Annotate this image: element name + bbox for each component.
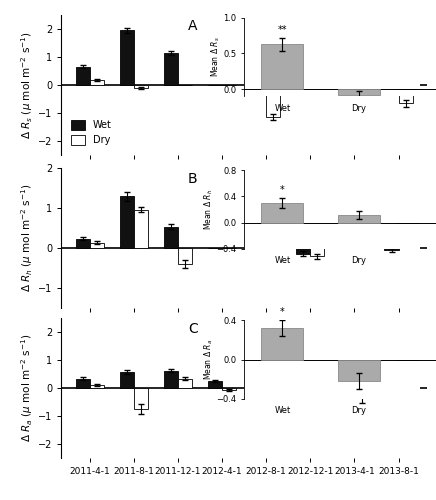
- Bar: [252, 68, 266, 85]
- Bar: [208, 382, 222, 388]
- Bar: [252, 230, 266, 248]
- Y-axis label: $\Delta$ $\it{R_s}$ ($\mu$ mol m$^{-2}$ s$^{-1}$): $\Delta$ $\it{R_s}$ ($\mu$ mol m$^{-2}$ …: [19, 31, 35, 139]
- Bar: [310, 388, 324, 392]
- Bar: [120, 30, 134, 85]
- Bar: [399, 208, 413, 248]
- Bar: [310, 77, 324, 85]
- Bar: [341, 234, 354, 248]
- Bar: [75, 378, 90, 388]
- Bar: [75, 67, 90, 85]
- Bar: [296, 248, 310, 254]
- Bar: [354, 236, 368, 248]
- Bar: [164, 226, 178, 248]
- Bar: [178, 378, 192, 388]
- Bar: [266, 242, 280, 248]
- Bar: [399, 85, 413, 103]
- Bar: [134, 85, 148, 88]
- Bar: [310, 248, 324, 256]
- Bar: [296, 65, 310, 85]
- Bar: [354, 80, 368, 85]
- Bar: [90, 386, 104, 388]
- Bar: [341, 386, 354, 388]
- Bar: [266, 85, 280, 117]
- Bar: [266, 388, 280, 394]
- Bar: [120, 372, 134, 388]
- Bar: [164, 53, 178, 85]
- Bar: [399, 388, 413, 390]
- Bar: [120, 196, 134, 248]
- Y-axis label: $\Delta$ $\it{R_h}$ ($\mu$ mol m$^{-2}$ s$^{-1}$): $\Delta$ $\it{R_h}$ ($\mu$ mol m$^{-2}$ …: [19, 183, 35, 292]
- Bar: [90, 80, 104, 85]
- Bar: [134, 210, 148, 248]
- Bar: [90, 242, 104, 248]
- Bar: [222, 388, 236, 390]
- Bar: [178, 248, 192, 264]
- Bar: [341, 63, 354, 85]
- Legend: Wet, Dry: Wet, Dry: [66, 115, 117, 150]
- Text: A: A: [188, 19, 198, 33]
- Bar: [296, 356, 310, 388]
- Bar: [134, 388, 148, 409]
- Bar: [164, 370, 178, 388]
- Bar: [385, 79, 399, 85]
- Y-axis label: $\Delta$ $\it{R_a}$ ($\mu$ mol m$^{-2}$ s$^{-1}$): $\Delta$ $\it{R_a}$ ($\mu$ mol m$^{-2}$ …: [19, 334, 35, 442]
- Text: B: B: [188, 172, 198, 185]
- Bar: [252, 360, 266, 388]
- Bar: [354, 388, 368, 396]
- Bar: [75, 238, 90, 248]
- Text: C: C: [188, 322, 198, 336]
- Bar: [385, 248, 399, 250]
